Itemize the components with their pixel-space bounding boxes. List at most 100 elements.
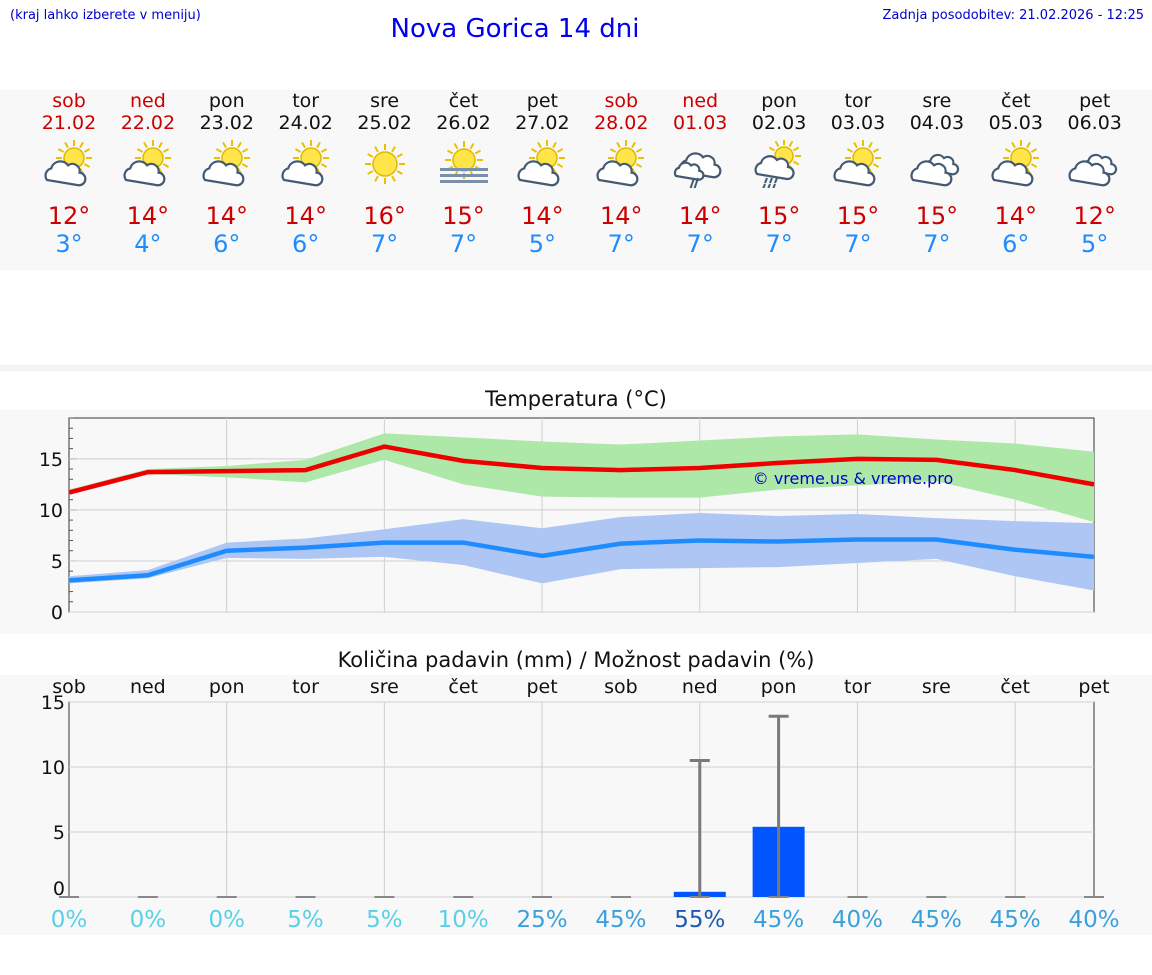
precipitation-chart-title: Količina padavin (mm) / Možnost padavin … (337, 648, 815, 672)
day-column: tor 24.02 14° 6° (266, 90, 346, 258)
day-name: pet (526, 90, 558, 112)
min-temperature: 6° (292, 230, 320, 258)
x-tick-label: ned (130, 676, 166, 698)
min-temperature: 7° (844, 230, 872, 258)
day-columns: sob 21.02 12° 3° ned 22.02 14° 4° pon 23.02 14° 6° t… (0, 90, 1152, 270)
precipitation-probability: 25% (517, 907, 568, 933)
day-date: 02.03 (751, 112, 807, 134)
day-name: čet (1001, 90, 1031, 112)
day-column: pet 27.02 14° 5° (502, 90, 582, 258)
partly-cloudy-icon (991, 140, 1039, 187)
day-date: 24.02 (278, 112, 333, 134)
y-tick-label: 5 (51, 551, 63, 573)
day-name: sre (370, 90, 400, 112)
max-temperature: 14° (205, 202, 249, 230)
day-date: 01.03 (672, 112, 728, 134)
cloud-rain-icon (674, 152, 722, 188)
max-temperature: 14° (521, 202, 564, 230)
day-column: ned 22.02 14° 4° (108, 90, 188, 258)
day-name: sre (922, 90, 952, 112)
max-temperature: 14° (284, 202, 327, 230)
x-tick-label: čet (448, 676, 478, 698)
location-hint: (kraj lahko izberete v meniju) (10, 8, 201, 23)
precipitation-probability: 10% (438, 907, 489, 933)
x-tick-label: pon (761, 676, 797, 698)
day-name: pet (1079, 90, 1111, 112)
y-tick-label: 15 (39, 449, 63, 471)
page-title: Nova Gorica 14 dni (390, 14, 640, 44)
day-column: pon 23.02 14° 6° (187, 90, 267, 258)
plot-area (68, 701, 1095, 898)
day-date: 28.02 (594, 112, 649, 134)
precipitation-probability: 55% (674, 907, 725, 933)
precipitation-probability: 45% (911, 907, 962, 933)
precipitation-probability: 40% (1068, 907, 1119, 933)
day-date: 21.02 (41, 112, 97, 134)
partly-cloudy-icon (833, 140, 881, 187)
max-temperature: 15° (915, 202, 959, 230)
partly-cloudy-icon (202, 140, 250, 187)
min-temperature: 3° (55, 230, 83, 258)
partly-cloudy-icon (44, 140, 92, 187)
max-temperature: 14° (678, 202, 722, 230)
min-temperature: 6° (213, 230, 241, 258)
precipitation-probability: 0% (208, 907, 245, 933)
x-tick-label: pet (526, 676, 557, 698)
day-date: 03.03 (830, 112, 886, 134)
y-tick-label: 15 (41, 692, 65, 714)
precipitation-probability: 0% (51, 907, 88, 933)
y-tick-label: 0 (53, 878, 65, 900)
max-temperature: 15° (757, 202, 801, 230)
x-tick-label: sre (370, 676, 399, 698)
day-date: 22.02 (120, 112, 176, 134)
sun-icon (364, 144, 405, 184)
day-name: sob (52, 90, 86, 112)
min-temperature-line (68, 537, 1095, 583)
max-temperature: 14° (994, 202, 1038, 230)
x-tick-label: tor (844, 676, 871, 698)
x-tick-label: pon (209, 676, 245, 698)
precipitation-probability: 40% (832, 907, 883, 933)
min-temperature: 7° (449, 230, 478, 258)
last-updated: Zadnja posodobitev: 21.02.2026 - 12:25 (882, 8, 1144, 23)
day-column: sre 04.03 15° 7° (897, 90, 977, 258)
max-temperature: 14° (600, 202, 643, 230)
min-temperature: 7° (765, 230, 793, 258)
watermark: © vreme.us & vreme.pro (753, 469, 954, 488)
x-tick-label: čet (1000, 676, 1030, 698)
min-temperature: 7° (686, 230, 714, 258)
x-tick-label: sob (52, 676, 86, 698)
max-temperature: 15° (836, 202, 880, 230)
y-tick-label: 5 (53, 822, 65, 844)
x-tick-label: sre (922, 676, 951, 698)
x-tick-label: tor (292, 676, 319, 698)
partly-cloudy-icon (281, 140, 329, 187)
day-name: pon (761, 90, 797, 112)
day-date: 23.02 (199, 112, 254, 134)
cloudy-icon (910, 153, 960, 187)
temperature-chart: 0 5 10 15 © vreme.us & vreme.pro (39, 417, 1095, 624)
min-temperature: 6° (1002, 230, 1030, 258)
y-tick-label: 10 (39, 500, 63, 522)
day-date: 27.02 (515, 112, 570, 134)
forecast-strip (0, 90, 1152, 270)
min-temperature: 7° (370, 230, 399, 258)
precipitation-probability: 45% (595, 907, 646, 933)
y-tick-label: 10 (41, 757, 65, 779)
day-name: tor (844, 90, 872, 112)
divider (0, 365, 1152, 371)
precipitation-probability: 45% (990, 907, 1041, 933)
min-temperature: 5° (1081, 230, 1109, 258)
precipitation-probability: 0% (130, 907, 167, 933)
day-name: čet (448, 90, 479, 112)
max-temperature: 14° (126, 202, 170, 230)
sun-cloud-rain-icon (754, 140, 802, 188)
day-date: 25.02 (357, 112, 412, 134)
x-tick-label: sob (604, 676, 638, 698)
day-date: 05.03 (988, 112, 1043, 134)
partly-cloudy-icon (517, 140, 566, 187)
day-column: pet 06.03 12° 5° (1055, 90, 1135, 258)
partly-cloudy-icon (596, 140, 645, 187)
max-temperature-line (68, 444, 1095, 495)
min-temperature: 4° (134, 230, 162, 258)
